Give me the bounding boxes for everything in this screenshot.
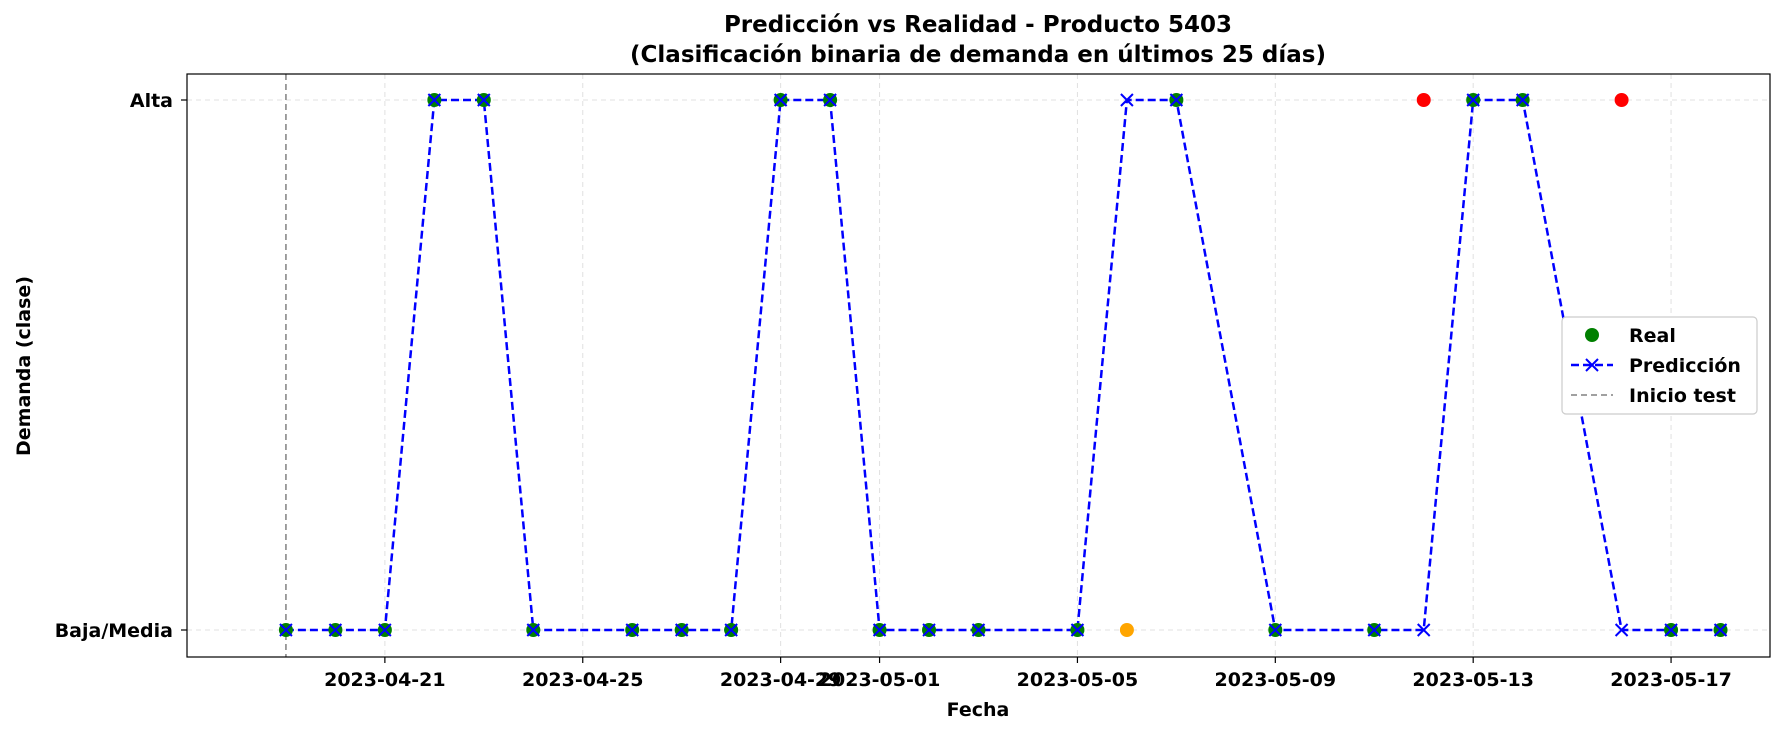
prediction-marker: [526, 623, 540, 637]
x-tick-label: 2023-05-13: [1412, 669, 1534, 691]
y-tick-label: Alta: [130, 90, 173, 112]
prediction-marker: [724, 623, 738, 637]
prediction-marker: [378, 623, 392, 637]
y-axis: Baja/Media Alta: [55, 90, 187, 642]
prediction-marker: [625, 623, 639, 637]
legend-prediction-marker: [1585, 358, 1599, 372]
x-tick-label: 2023-05-17: [1610, 669, 1732, 691]
prediction-marker: [922, 623, 936, 637]
prediction-marker: [1466, 93, 1480, 107]
chart-title: Predicción vs Realidad - Producto 5403: [724, 12, 1232, 38]
legend-test-start-label: Inicio test: [1629, 385, 1736, 407]
prediction-marker: [279, 623, 293, 637]
legend-real-marker: [1585, 328, 1599, 342]
chart-subtitle: (Clasificación binaria de demanda en últ…: [630, 42, 1326, 68]
data-points: [278, 93, 1728, 637]
prediction-marker: [477, 93, 491, 107]
y-tick-label: Baja/Media: [55, 620, 173, 642]
x-axis-label: Fecha: [947, 699, 1010, 721]
legend: Real Predicción Inicio test: [1561, 316, 1758, 415]
prediction-marker: [1070, 623, 1085, 637]
legend-prediction-label: Predicción: [1629, 355, 1741, 377]
prediction-marker: [872, 623, 887, 637]
x-tick-label: 2023-04-25: [522, 669, 644, 691]
x-tick-label: 2023-05-05: [1017, 669, 1139, 691]
grid-lines: [187, 74, 1770, 657]
real-point: [1119, 623, 1134, 637]
real-point: [1416, 93, 1431, 107]
legend-real-label: Real: [1629, 325, 1676, 347]
prediction-marker: [1120, 93, 1134, 107]
prediction-marker: [328, 623, 343, 637]
prediction-marker: [427, 93, 442, 107]
prediction-marker: [674, 623, 689, 637]
plot-frame: [186, 73, 1771, 658]
x-axis: 2023-04-21 2023-04-25 2023-04-292023-05-01…: [324, 657, 1732, 691]
prediction-marker: [773, 93, 788, 107]
y-axis-label: Demanda (clase): [13, 276, 35, 456]
prediction-marker: [1169, 93, 1184, 107]
prediction-marker: [1614, 623, 1629, 637]
legend-box: [1561, 316, 1758, 415]
prediction-marker: [1417, 623, 1431, 637]
prediction-marker: [1268, 623, 1283, 637]
real-point: [1614, 93, 1629, 107]
prediction-marker: [823, 93, 837, 107]
prediction-marker: [1713, 623, 1728, 637]
x-tick-label: 2023-05-01: [819, 669, 941, 691]
x-tick-label: 2023-04-29: [720, 669, 842, 691]
prediction-line: [285, 98, 1721, 632]
x-tick-label: 2023-04-21: [324, 669, 446, 691]
prediction-marker: [1367, 623, 1381, 637]
x-tick-label: 2023-05-09: [1215, 669, 1337, 691]
prediction-marker: [971, 623, 986, 637]
prediction-marker: [1515, 93, 1530, 107]
prediction-marker: [1664, 623, 1678, 637]
